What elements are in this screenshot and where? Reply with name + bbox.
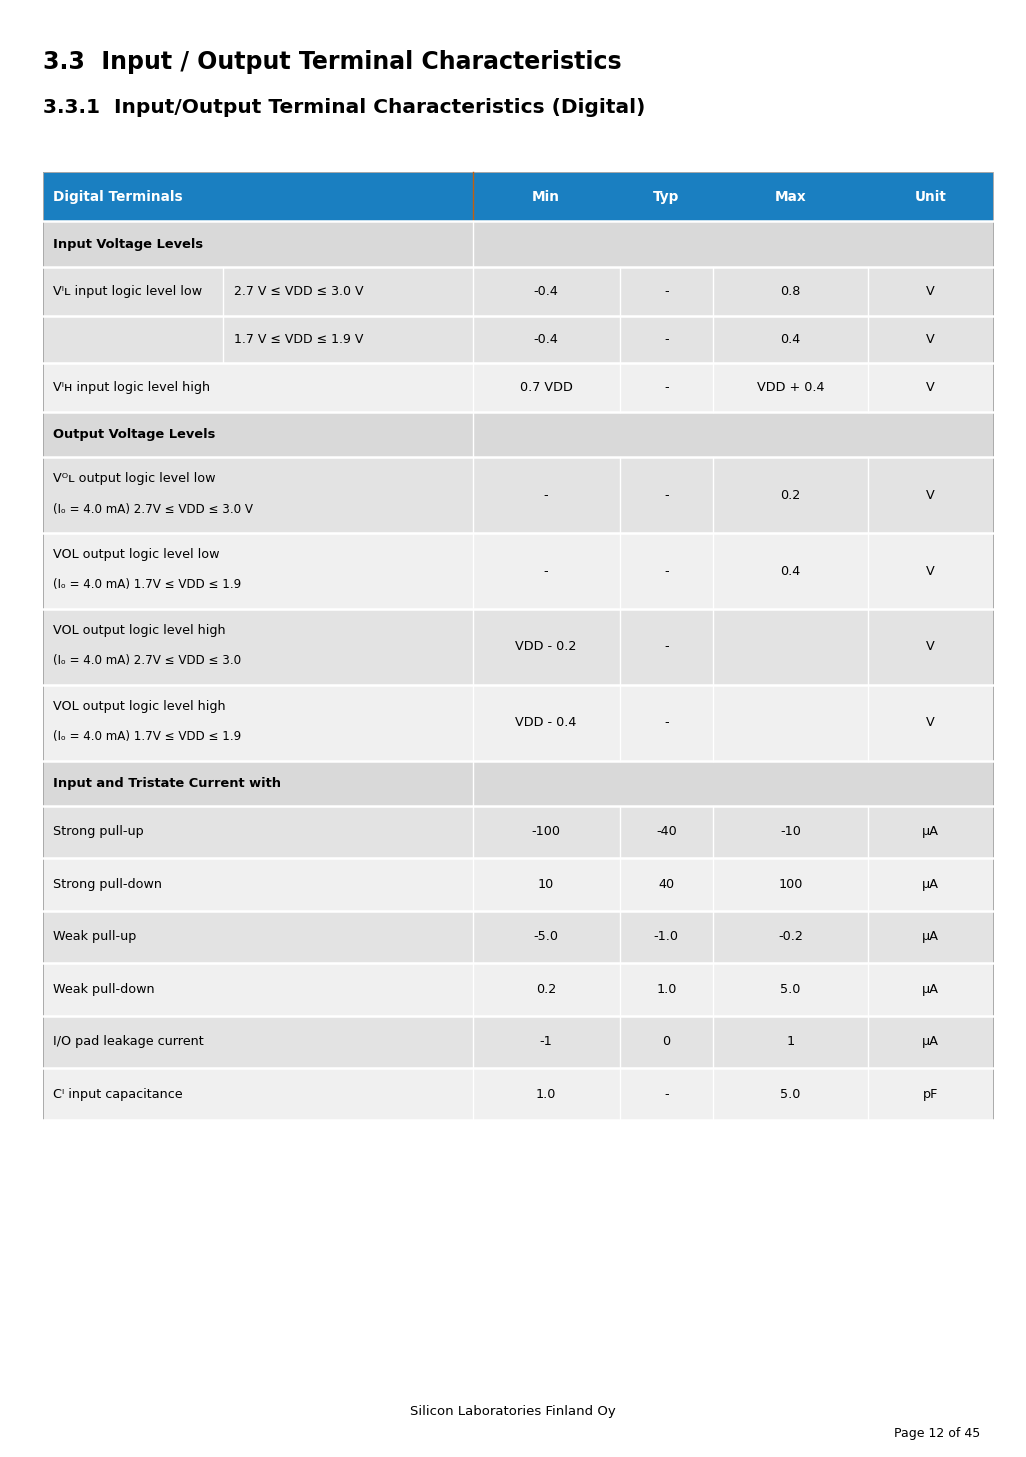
Text: -1.0: -1.0 — [654, 931, 679, 943]
Text: -: - — [664, 490, 669, 501]
Text: (Iₒ = 4.0 mA) 1.7V ≤ VDD ≤ 1.9: (Iₒ = 4.0 mA) 1.7V ≤ VDD ≤ 1.9 — [53, 578, 241, 592]
Text: Output Voltage Levels: Output Voltage Levels — [53, 428, 215, 441]
Text: Silicon Laboratories Finland Oy: Silicon Laboratories Finland Oy — [410, 1406, 616, 1418]
Text: VDD - 0.2: VDD - 0.2 — [515, 641, 577, 653]
Text: Max: Max — [775, 189, 806, 204]
Text: Strong pull-down: Strong pull-down — [53, 879, 162, 890]
Text: 3.3  Input / Output Terminal Characteristics: 3.3 Input / Output Terminal Characterist… — [43, 50, 622, 73]
Text: -5.0: -5.0 — [534, 931, 559, 943]
Text: Cᴵ input capacitance: Cᴵ input capacitance — [53, 1088, 183, 1100]
Text: -: - — [664, 382, 669, 393]
Text: 0.2: 0.2 — [536, 983, 556, 995]
Text: 0.2: 0.2 — [780, 490, 800, 501]
Text: -40: -40 — [656, 826, 677, 838]
Text: -: - — [544, 490, 549, 501]
Text: Typ: Typ — [654, 189, 679, 204]
Text: Vᴵʟ input logic level low: Vᴵʟ input logic level low — [53, 286, 202, 297]
Text: Vᴵʜ input logic level high: Vᴵʜ input logic level high — [53, 382, 210, 393]
Text: -: - — [664, 286, 669, 297]
Text: VOL output logic level high: VOL output logic level high — [53, 624, 226, 637]
Text: Input and Tristate Current with: Input and Tristate Current with — [53, 777, 281, 790]
Text: Vᴼʟ output logic level low: Vᴼʟ output logic level low — [53, 472, 215, 485]
Text: 1: 1 — [786, 1036, 794, 1048]
Text: -: - — [664, 334, 669, 345]
Text: 1.7 V ≤ VDD ≤ 1.9 V: 1.7 V ≤ VDD ≤ 1.9 V — [234, 334, 363, 345]
Text: (Iₒ = 4.0 mA) 1.7V ≤ VDD ≤ 1.9: (Iₒ = 4.0 mA) 1.7V ≤ VDD ≤ 1.9 — [53, 730, 241, 743]
Text: -0.4: -0.4 — [534, 334, 558, 345]
Text: VDD + 0.4: VDD + 0.4 — [756, 382, 824, 393]
Text: -: - — [544, 565, 549, 577]
Text: V: V — [926, 641, 935, 653]
Text: μA: μA — [922, 1036, 939, 1048]
Text: VOL output logic level low: VOL output logic level low — [53, 548, 220, 561]
Text: V: V — [926, 717, 935, 728]
Text: -100: -100 — [531, 826, 560, 838]
Text: -1: -1 — [540, 1036, 553, 1048]
Text: Digital Terminals: Digital Terminals — [53, 189, 183, 204]
Text: V: V — [926, 565, 935, 577]
Text: 40: 40 — [659, 879, 674, 890]
Text: 0: 0 — [662, 1036, 670, 1048]
Text: 5.0: 5.0 — [780, 983, 800, 995]
Text: μA: μA — [922, 879, 939, 890]
Text: Min: Min — [532, 189, 560, 204]
Text: V: V — [926, 490, 935, 501]
Text: -: - — [664, 717, 669, 728]
Text: -10: -10 — [780, 826, 800, 838]
Text: 0.7 VDD: 0.7 VDD — [520, 382, 573, 393]
Text: Weak pull-up: Weak pull-up — [53, 931, 136, 943]
Text: Strong pull-up: Strong pull-up — [53, 826, 144, 838]
Text: μA: μA — [922, 983, 939, 995]
Text: -: - — [664, 1088, 669, 1100]
Text: -: - — [664, 565, 669, 577]
Text: 2.7 V ≤ VDD ≤ 3.0 V: 2.7 V ≤ VDD ≤ 3.0 V — [234, 286, 363, 297]
Text: μA: μA — [922, 931, 939, 943]
Text: -0.4: -0.4 — [534, 286, 558, 297]
Text: VDD - 0.4: VDD - 0.4 — [515, 717, 577, 728]
Text: V: V — [926, 382, 935, 393]
Text: (Iₒ = 4.0 mA) 2.7V ≤ VDD ≤ 3.0: (Iₒ = 4.0 mA) 2.7V ≤ VDD ≤ 3.0 — [53, 654, 241, 667]
Text: 5.0: 5.0 — [780, 1088, 800, 1100]
Text: -: - — [664, 641, 669, 653]
Text: V: V — [926, 334, 935, 345]
Text: 0.4: 0.4 — [780, 565, 800, 577]
Text: Input Voltage Levels: Input Voltage Levels — [53, 237, 203, 251]
Text: (Iₒ = 4.0 mA) 2.7V ≤ VDD ≤ 3.0 V: (Iₒ = 4.0 mA) 2.7V ≤ VDD ≤ 3.0 V — [53, 503, 253, 516]
Text: 1.0: 1.0 — [536, 1088, 556, 1100]
Text: pF: pF — [922, 1088, 938, 1100]
Text: Unit: Unit — [914, 189, 946, 204]
Text: VOL output logic level high: VOL output logic level high — [53, 699, 226, 712]
Text: I/O pad leakage current: I/O pad leakage current — [53, 1036, 204, 1048]
Text: 1.0: 1.0 — [657, 983, 676, 995]
Text: -0.2: -0.2 — [778, 931, 802, 943]
Text: 0.8: 0.8 — [780, 286, 800, 297]
Text: 3.3.1  Input/Output Terminal Characteristics (Digital): 3.3.1 Input/Output Terminal Characterist… — [43, 98, 645, 117]
Text: 100: 100 — [778, 879, 802, 890]
Text: Page 12 of 45: Page 12 of 45 — [894, 1428, 980, 1440]
Text: V: V — [926, 286, 935, 297]
Text: 10: 10 — [538, 879, 554, 890]
Text: Weak pull-down: Weak pull-down — [53, 983, 155, 995]
Text: 0.4: 0.4 — [780, 334, 800, 345]
Text: μA: μA — [922, 826, 939, 838]
